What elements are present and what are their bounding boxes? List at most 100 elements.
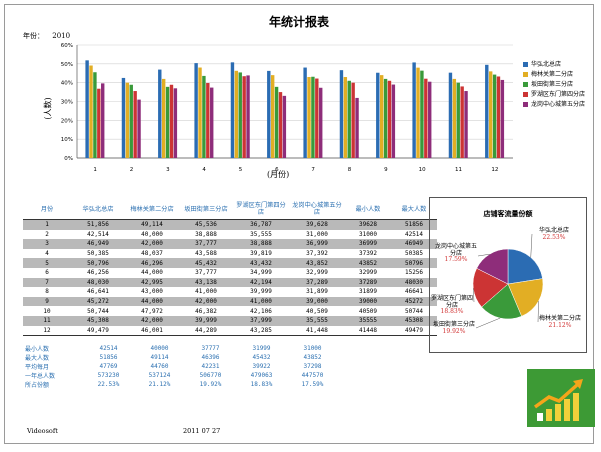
stats-cell: 46396	[201, 354, 220, 361]
table-cell: 36,787	[233, 219, 289, 230]
stats-row: 平均每月 47769 44760 42231 39922 37298	[25, 362, 338, 371]
legend-label: 龙岗中心城第五分店	[531, 101, 586, 108]
table-cell: 10	[23, 306, 71, 316]
table-cell: 46,001	[125, 325, 179, 337]
table-cell: 43,138	[179, 277, 233, 288]
table-cell: 44,000	[125, 267, 179, 278]
x-tick-label: 7	[311, 167, 315, 173]
bar	[267, 70, 271, 158]
table-row: 4 50,385 48,037 43,588 39,819 37,392 37392 5038…	[23, 248, 437, 259]
bar	[376, 72, 380, 158]
bar	[420, 70, 424, 158]
year-label: 年份：	[23, 32, 44, 40]
pie-label-name: 龙岗中心城第五分店	[434, 243, 477, 257]
column-header: 罗湖区东门第四分店	[233, 199, 289, 220]
legend-item: 龙岗中心城第五分店	[523, 101, 593, 108]
table-cell: 4	[23, 248, 71, 259]
table-row: 2 42,514 40,000 38,888 35,555 31,000 31000 4251…	[23, 229, 437, 240]
table-cell: 31000	[345, 229, 391, 240]
x-tick-label: 10	[419, 167, 426, 173]
bar	[500, 79, 505, 158]
bar	[158, 69, 162, 158]
pie-chart	[472, 233, 544, 329]
legend-label: 梅林关第二分店	[531, 71, 574, 78]
legend-item: 梅林关第二分店	[523, 71, 593, 78]
table-cell: 32,999	[289, 267, 345, 278]
table-cell: 46,641	[71, 287, 125, 297]
table-row: 12 49,479 46,001 44,289 43,285 41,448 41448 494…	[23, 325, 437, 337]
pie-label-percent: 22.53%	[542, 233, 566, 241]
table-cell: 46641	[391, 287, 437, 297]
table-cell: 35555	[345, 315, 391, 326]
report-page: 年统计报表 年份： 2010 0% 10% 20% 30% 40% 50% 60% 1 2 3 4 5…	[4, 4, 595, 444]
table-cell: 15256	[391, 267, 437, 278]
bar	[379, 75, 384, 158]
bar	[387, 80, 392, 158]
stats-cell: 45432	[252, 354, 271, 361]
table-cell: 45308	[391, 315, 437, 326]
stats-cell: 447570	[301, 372, 324, 379]
pie-label-percent: 19.92%	[442, 327, 466, 335]
bar	[242, 76, 246, 158]
table-cell: 42,514	[71, 229, 125, 240]
pie-leader-line	[473, 288, 475, 303]
table-cell: 45,432	[179, 258, 233, 268]
table-cell: 45,308	[71, 315, 125, 326]
table-cell: 50,744	[71, 306, 125, 316]
stats-cell: 39922	[252, 363, 271, 370]
stats-label: 所占份额	[25, 382, 50, 389]
table-row: 8 46,641 43,000 41,000 39,999 31,899 31899 4664…	[23, 287, 437, 297]
bar	[129, 84, 133, 158]
x-tick-label: 6	[275, 167, 279, 173]
table-cell: 11	[23, 315, 71, 326]
table-row: 3 46,949 42,000 37,777 38,888 36,999 36999 4694…	[23, 239, 437, 249]
table-cell: 42514	[391, 229, 437, 240]
table-body: 1 51,856 49,114 45,536 36,787 39,628 39628 5185…	[23, 219, 437, 337]
bar	[133, 91, 137, 158]
stats-cell: 31999	[252, 345, 271, 352]
table-cell: 42,000	[125, 315, 179, 326]
legend-swatch	[523, 82, 528, 87]
table-header-row: 月份 华弘北总店 梅林关第二分店 坂田街第三分店 罗湖区东门第四分店 龙岗中心城第五分店最…	[23, 199, 437, 220]
stats-cell: 37298	[303, 363, 322, 370]
x-tick-label: 2	[130, 167, 134, 173]
table-cell: 48030	[391, 277, 437, 288]
table-cell: 40,000	[125, 229, 179, 240]
bar	[460, 86, 464, 158]
bar	[347, 80, 351, 158]
stats-cell: 573230	[97, 372, 120, 379]
stats-cell: 22.53%	[97, 381, 120, 388]
bar	[93, 72, 97, 158]
bar	[270, 75, 275, 158]
x-tick-label: 8	[348, 167, 352, 173]
stats-cell: 49114	[150, 354, 169, 361]
table-cell: 3	[23, 239, 71, 249]
table-cell: 37,777	[179, 267, 233, 278]
table-cell: 31899	[345, 287, 391, 297]
bar	[97, 88, 101, 158]
pie-slice	[472, 267, 509, 308]
x-tick-label: 4	[202, 167, 206, 173]
bar	[343, 77, 348, 158]
bar	[230, 62, 235, 158]
table-cell: 37,289	[289, 277, 345, 288]
table-cell: 41448	[345, 325, 391, 337]
table-cell: 48,037	[125, 248, 179, 259]
legend-item: 罗湖区东门第四分店	[523, 91, 593, 98]
stats-cell: 18.83%	[250, 381, 273, 388]
table-cell: 37,777	[179, 239, 233, 249]
x-tick-label: 9	[384, 167, 388, 173]
pie-label-percent: 17.59%	[444, 256, 468, 263]
table-cell: 39628	[345, 219, 391, 230]
bar	[303, 67, 307, 158]
table-cell: 51,856	[71, 219, 125, 230]
table-cell: 46,949	[71, 239, 125, 249]
table-cell: 34,999	[233, 267, 289, 278]
bar	[383, 78, 388, 158]
x-tick-label: 3	[166, 167, 170, 173]
pie-leader-line	[475, 317, 501, 329]
stats-row: 所占份额 22.53% 21.12% 19.92% 18.83% 17.59%	[25, 380, 338, 389]
legend-swatch	[523, 62, 528, 67]
x-axis-label: (月份)	[267, 170, 290, 179]
table-cell: 38,888	[179, 229, 233, 240]
